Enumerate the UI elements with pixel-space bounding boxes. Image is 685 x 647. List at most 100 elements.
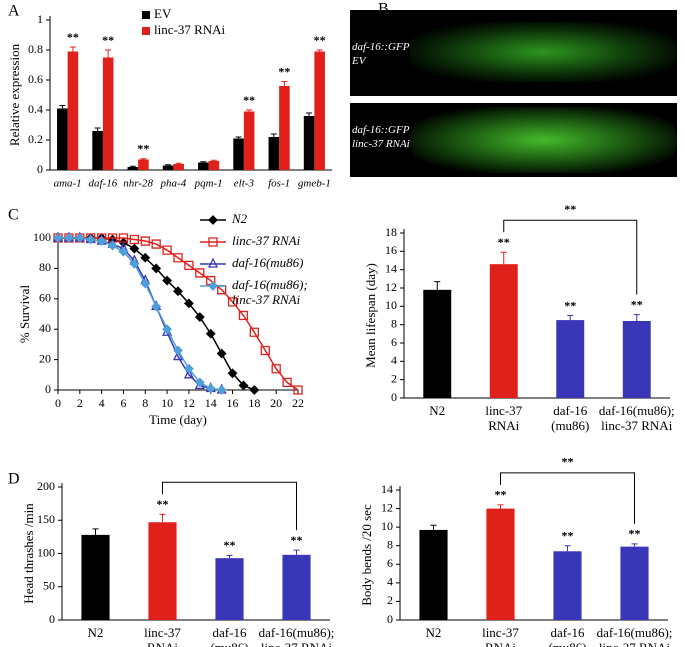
x-tick-label: daf-16(mu86);linc-37 RNAi: [597, 625, 673, 647]
marker: [194, 312, 205, 322]
error-bar: [226, 554, 233, 559]
x-axis-label: Time (day): [149, 412, 207, 427]
error-bar: [434, 281, 441, 290]
y-tick-label: 18: [385, 225, 397, 239]
y-axis-label: Mean lifespan (day): [363, 263, 378, 368]
y-tick-label: 0.6: [28, 72, 43, 86]
marker: [151, 301, 162, 312]
y-tick-label: 0: [391, 390, 397, 404]
significance: **: [102, 33, 114, 47]
bar: [138, 159, 149, 170]
bar: [92, 131, 103, 170]
y-tick-label: 8: [387, 537, 393, 551]
y-tick-label: 50: [43, 579, 55, 593]
error-bar: [281, 81, 288, 86]
x-tick-label: pha-4: [160, 178, 187, 190]
marker: [151, 239, 161, 249]
y-tick-label: 20: [39, 351, 51, 365]
marker: [140, 278, 151, 289]
significance: **: [67, 30, 79, 44]
panel-label: C: [8, 207, 19, 224]
marker: [205, 383, 216, 394]
y-axis-label: % Survival: [17, 285, 32, 344]
y-tick-label: 0: [49, 612, 55, 626]
x-tick-label: ama-1: [54, 178, 82, 190]
x-tick-label: pqm-1: [194, 178, 223, 190]
significance: **: [278, 64, 290, 78]
legend-swatch: [142, 27, 150, 35]
x-tick-label: N2: [88, 625, 104, 640]
legend-label: N2: [231, 211, 248, 226]
y-tick-label: 10: [381, 519, 393, 533]
micrograph: daf-16::GFP EV: [350, 10, 677, 96]
error-bar: [210, 159, 217, 161]
y-tick-label: 2: [391, 371, 397, 385]
bar: [620, 546, 649, 620]
y-tick-label: 60: [39, 291, 51, 305]
x-tick-label: 22: [292, 396, 304, 410]
x-tick-label: N2: [426, 625, 442, 640]
marker: [162, 324, 173, 335]
bar: [233, 138, 244, 170]
marker: [63, 233, 74, 243]
marker: [238, 380, 249, 391]
error-bar: [59, 105, 66, 109]
error-bar: [270, 133, 277, 137]
bar: [243, 111, 255, 170]
bar: [622, 321, 651, 398]
x-tick-label: 20: [270, 396, 282, 410]
marker: [260, 345, 270, 356]
bar: [148, 522, 177, 620]
line: [58, 237, 222, 391]
significance: **: [314, 33, 326, 47]
marker: [282, 377, 292, 388]
y-tick-label: 0.4: [28, 102, 43, 116]
significance: **: [224, 538, 236, 552]
x-tick-label: 8: [142, 396, 148, 410]
y-axis-label: Head thrashes /min: [21, 503, 36, 604]
significance: **: [157, 497, 169, 511]
error-bar: [564, 545, 571, 552]
marker: [173, 345, 183, 356]
marker: [53, 233, 63, 243]
comparison-bracket: [503, 219, 638, 295]
bar: [215, 558, 244, 620]
bar: [489, 264, 518, 398]
y-tick-label: 0.8: [28, 42, 43, 56]
marker: [129, 234, 140, 245]
marker: [183, 298, 194, 309]
marker: [140, 236, 150, 246]
error-bar: [94, 127, 101, 131]
y-tick-label: 2: [387, 593, 393, 607]
legend-marker: [208, 237, 218, 247]
error-bar: [316, 49, 323, 52]
marker: [184, 260, 194, 271]
error-bar: [567, 315, 574, 321]
significance: **: [631, 297, 643, 311]
y-tick-label: 40: [39, 321, 51, 335]
x-tick-label: fos-1: [268, 178, 290, 190]
panel-label: A: [8, 3, 20, 20]
marker: [238, 310, 249, 321]
marker: [107, 240, 118, 251]
error-bar: [293, 549, 300, 555]
significance: **: [495, 488, 507, 502]
y-tick-label: 80: [39, 260, 51, 274]
x-tick-label: 18: [248, 396, 260, 410]
comparison-bracket: [500, 472, 635, 524]
error-bar: [165, 164, 172, 166]
marker: [172, 350, 184, 361]
x-tick-label: 16: [227, 396, 239, 410]
significance: **: [564, 298, 576, 312]
bar: [57, 108, 68, 170]
legend-marker: [208, 281, 218, 291]
x-tick-label: 6: [120, 396, 126, 410]
marker: [293, 385, 303, 395]
marker: [118, 233, 129, 243]
x-tick-label: daf-16(mu86): [551, 403, 589, 433]
bar: [486, 508, 515, 620]
y-tick-label: 14: [381, 482, 393, 496]
